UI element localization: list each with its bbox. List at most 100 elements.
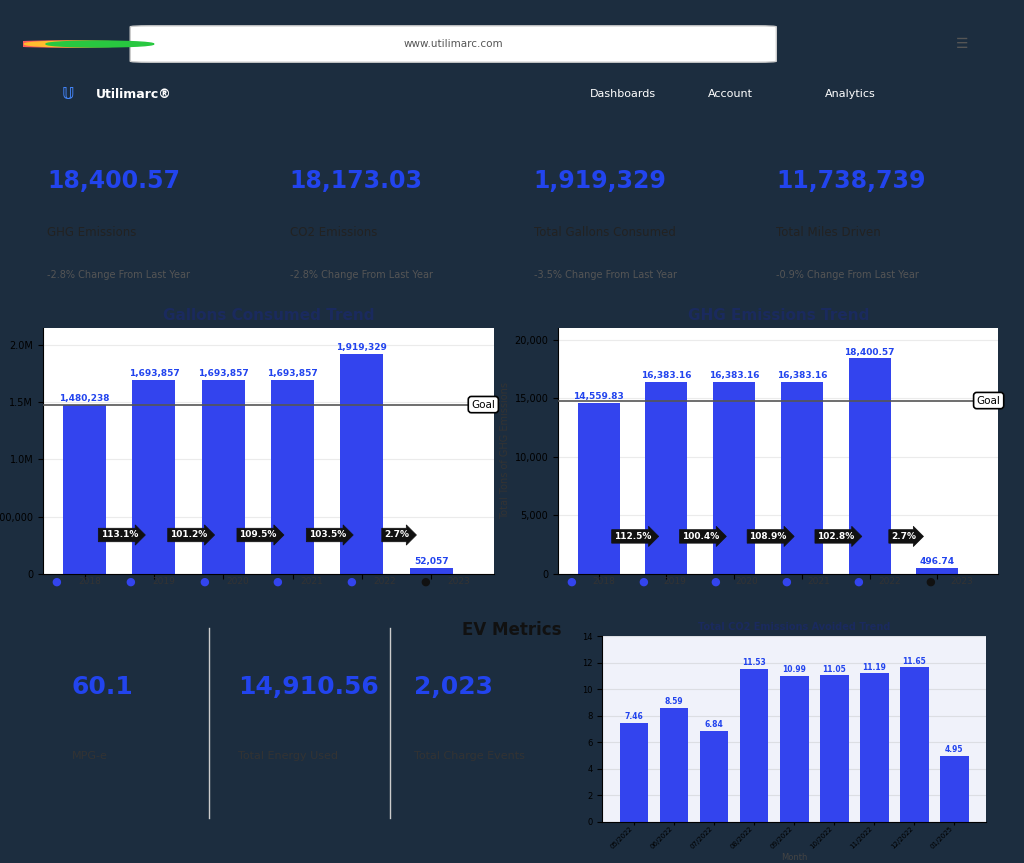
Bar [900, 667, 929, 822]
Text: 2023: 2023 [950, 577, 973, 586]
Text: 7.46: 7.46 [625, 712, 643, 721]
Bar [916, 568, 958, 574]
Text: ●: ● [710, 576, 720, 587]
Circle shape [3, 41, 111, 47]
Text: ●: ● [925, 576, 935, 587]
Text: ●: ● [199, 576, 209, 587]
Text: 2022: 2022 [374, 577, 396, 586]
Title: Total CO2 Emissions Avoided Trend: Total CO2 Emissions Avoided Trend [698, 622, 890, 633]
Bar [620, 722, 648, 822]
Text: 1,693,857: 1,693,857 [267, 369, 317, 378]
Text: Dashboards: Dashboards [590, 89, 656, 99]
Text: Analytics: Analytics [825, 89, 876, 99]
Text: 101.2%: 101.2% [170, 531, 207, 539]
Text: 6.84: 6.84 [705, 721, 723, 729]
X-axis label: Month: Month [781, 854, 807, 862]
Text: 1,919,329: 1,919,329 [337, 343, 387, 352]
Text: -3.5% Change From Last Year: -3.5% Change From Last Year [534, 270, 677, 280]
Text: 18,400.57: 18,400.57 [845, 348, 895, 356]
Bar [645, 382, 687, 574]
Text: Total Energy Used: Total Energy Used [238, 751, 338, 761]
Text: 2,023: 2,023 [414, 675, 494, 699]
FancyBboxPatch shape [130, 26, 776, 62]
Text: 112.5%: 112.5% [614, 532, 651, 541]
Text: 1,919,329: 1,919,329 [534, 169, 667, 193]
Title: GHG Emissions Trend: GHG Emissions Trend [687, 307, 869, 323]
Text: ●: ● [346, 576, 356, 587]
Bar [63, 405, 106, 574]
Circle shape [25, 41, 132, 47]
Text: 8.59: 8.59 [665, 697, 683, 706]
Text: 11.53: 11.53 [742, 658, 766, 667]
Text: 10.99: 10.99 [782, 665, 806, 674]
Text: 11.05: 11.05 [822, 665, 846, 673]
Text: 2018: 2018 [79, 577, 101, 586]
Y-axis label: Total Tons of GHG Emissions: Total Tons of GHG Emissions [501, 382, 510, 520]
Text: 109.5%: 109.5% [240, 531, 276, 539]
Text: 102.8%: 102.8% [817, 532, 854, 541]
Text: 2021: 2021 [807, 577, 829, 586]
Text: ●: ● [638, 576, 648, 587]
Text: 1,693,857: 1,693,857 [129, 369, 179, 378]
Text: ●: ● [420, 576, 430, 587]
Bar [713, 382, 756, 574]
Text: GHG Emissions: GHG Emissions [47, 226, 136, 239]
Text: ●: ● [51, 576, 61, 587]
Text: 2021: 2021 [300, 577, 323, 586]
Text: 14,559.83: 14,559.83 [573, 393, 624, 401]
Text: -2.8% Change From Last Year: -2.8% Change From Last Year [47, 270, 190, 280]
Text: EV Metrics: EV Metrics [462, 620, 562, 639]
Text: 1,480,238: 1,480,238 [59, 394, 110, 402]
Bar [132, 380, 175, 574]
Text: 4.95: 4.95 [945, 746, 964, 754]
Text: 11,738,739: 11,738,739 [776, 169, 926, 193]
Text: 2020: 2020 [735, 577, 758, 586]
Bar [820, 675, 849, 822]
Text: ●: ● [781, 576, 792, 587]
Bar [340, 355, 383, 574]
Text: 2020: 2020 [226, 577, 249, 586]
Text: 16,383.16: 16,383.16 [776, 371, 827, 380]
Bar [659, 708, 688, 822]
Text: 11.19: 11.19 [862, 663, 886, 671]
Text: 52,057: 52,057 [414, 557, 449, 566]
Bar [849, 358, 891, 574]
Text: Total Gallons Consumed: Total Gallons Consumed [534, 226, 676, 239]
Bar [781, 382, 823, 574]
Text: 2023: 2023 [447, 577, 470, 586]
Text: ●: ● [853, 576, 863, 587]
Text: 𝕌: 𝕌 [61, 86, 75, 102]
Text: 11.65: 11.65 [902, 657, 926, 665]
Bar [578, 403, 620, 574]
Bar [860, 673, 889, 822]
Text: 16,383.16: 16,383.16 [709, 371, 760, 380]
Text: Goal: Goal [471, 400, 496, 410]
Text: 2019: 2019 [153, 577, 175, 586]
Text: 2019: 2019 [664, 577, 686, 586]
Text: www.utilimarc.com: www.utilimarc.com [403, 39, 503, 49]
Text: -2.8% Change From Last Year: -2.8% Change From Last Year [290, 270, 433, 280]
Text: 100.4%: 100.4% [682, 532, 719, 541]
Text: Total Charge Events: Total Charge Events [414, 751, 525, 761]
Text: ☰: ☰ [956, 37, 969, 51]
Text: 14,910.56: 14,910.56 [238, 675, 379, 699]
Text: Goal: Goal [977, 395, 1000, 406]
Text: ●: ● [272, 576, 283, 587]
Text: CO2 Emissions: CO2 Emissions [290, 226, 377, 239]
Text: 2.7%: 2.7% [384, 531, 409, 539]
Text: 113.1%: 113.1% [100, 531, 138, 539]
Text: 108.9%: 108.9% [750, 532, 786, 541]
Title: Gallons Consumed Trend: Gallons Consumed Trend [163, 307, 374, 323]
Text: -0.9% Change From Last Year: -0.9% Change From Last Year [776, 270, 920, 280]
Circle shape [46, 41, 154, 47]
Text: Utilimarc®: Utilimarc® [96, 87, 172, 101]
Text: MPG-e: MPG-e [72, 751, 108, 761]
Text: Account: Account [708, 89, 753, 99]
Text: 18,173.03: 18,173.03 [290, 169, 423, 193]
Text: 60.1: 60.1 [72, 675, 133, 699]
Bar [410, 568, 453, 574]
Text: Total Miles Driven: Total Miles Driven [776, 226, 881, 239]
Text: ●: ● [125, 576, 135, 587]
Bar [739, 669, 768, 822]
Bar [202, 380, 245, 574]
